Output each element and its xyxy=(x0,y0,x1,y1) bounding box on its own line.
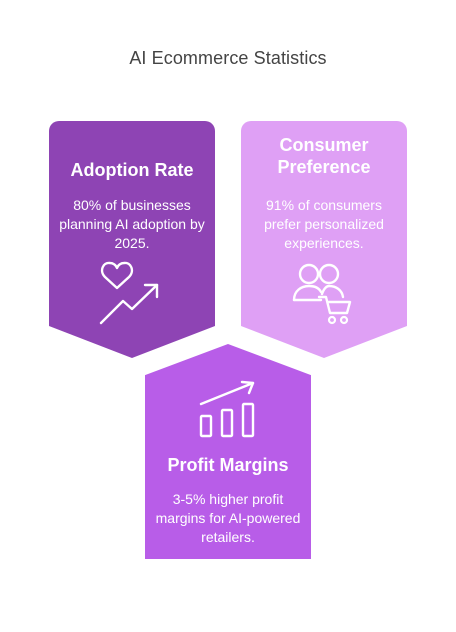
page-title: AI Ecommerce Statistics xyxy=(129,48,327,68)
card-consumer-preference: Consumer Preference 91% of consumers pre… xyxy=(241,121,407,358)
card-profit-margins: Profit Margins 3-5% higher profit margin… xyxy=(145,344,311,559)
card-title: Adoption Rate xyxy=(70,160,194,180)
card-description: 91% of consumers prefer personalized exp… xyxy=(264,197,384,251)
heart-trend-up-icon xyxy=(99,261,159,325)
bar-chart-trend-icon xyxy=(199,380,255,438)
card-description: 80% of businesses planning AI adoption b… xyxy=(59,197,205,251)
card-title: Consumer Preference xyxy=(277,135,371,177)
card-adoption-rate: Adoption Rate 80% of businesses planning… xyxy=(49,121,215,358)
card-description: 3-5% higher profit margins for AI-powere… xyxy=(155,491,301,545)
users-cart-icon xyxy=(292,263,352,325)
card-title: Profit Margins xyxy=(167,455,289,475)
